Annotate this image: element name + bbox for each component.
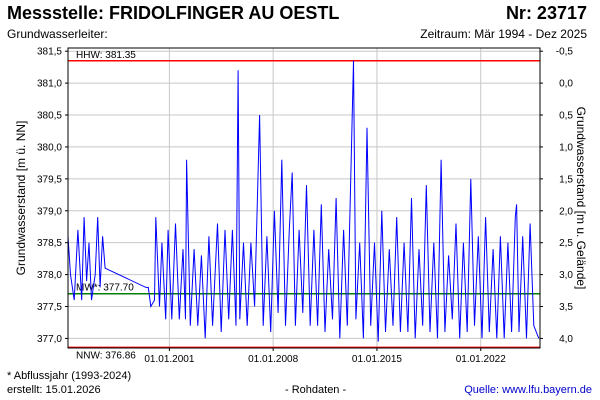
ref-label-nnw: NNW: 376.86: [76, 350, 136, 361]
source-link[interactable]: Quelle: www.lfu.bayern.de: [464, 384, 592, 396]
y-tick-label: 378,5: [37, 238, 62, 249]
grid-layer: [68, 48, 540, 348]
y-tick-label: 378,0: [37, 270, 62, 281]
y-tick-label: 381,0: [37, 79, 62, 90]
raw-data-note: - Rohdaten -: [285, 384, 347, 396]
ref-label-mw: MW*: 377.70: [76, 283, 134, 294]
x-tick-label: 01.01.2022: [456, 354, 506, 365]
y2-tick-label: 2,5: [559, 238, 573, 249]
y-tick-label: 379,0: [37, 206, 62, 217]
y2-tick-label: 1,0: [559, 142, 573, 153]
created-date: erstellt: 15.01.2026: [7, 384, 101, 396]
y2-tick-label: 0,0: [559, 79, 573, 90]
y-tick-label: 377,0: [37, 334, 62, 345]
series-layer: [67, 60, 540, 342]
y-tick-label: 379,5: [37, 174, 62, 185]
tick-layer: 381,5 -0,5 381,0 0,0 380,5 0,5 380,0 1,0 379,5 1,…: [37, 47, 573, 365]
y-tick-label: 380,5: [37, 111, 62, 122]
plot-frame: [67, 47, 541, 349]
y-tick-label: 380,0: [37, 142, 62, 153]
x-tick-label: 01.01.2015: [352, 354, 402, 365]
y-tick-label: 381,5: [37, 47, 62, 58]
y2-tick-label: 2,0: [559, 206, 573, 217]
station-title: Messstelle: FRIDOLFINGER AU OESTL: [7, 3, 340, 23]
series-line: [67, 60, 540, 342]
y-axis-label: Grundwasserstand [m ü. NN]: [14, 121, 28, 276]
y2-axis-label: Grundwasserstand [m u. Gelände]: [574, 107, 588, 290]
period-label: Zeitraum: Mär 1994 - Dez 2025: [420, 27, 587, 41]
y2-tick-label: 3,5: [559, 302, 573, 313]
x-tick-label: 01.01.2001: [144, 354, 194, 365]
x-tick-label: 01.01.2008: [248, 354, 298, 365]
reference-lines: HHW: 381.35 MW*: 377.70 NNW: 376.86: [68, 50, 540, 361]
y2-tick-label: -0,5: [556, 47, 574, 58]
y2-tick-label: 3,0: [559, 270, 573, 281]
y2-tick-label: 4,0: [559, 334, 573, 345]
aquifer-label: Grundwasserleiter:: [7, 27, 108, 41]
ref-label-hhw: HHW: 381.35: [76, 50, 136, 61]
station-number: Nr: 23717: [505, 3, 587, 23]
y-tick-label: 377,5: [37, 302, 62, 313]
y2-tick-label: 1,5: [559, 174, 573, 185]
footnote: * Abflussjahr (1993-2024): [7, 370, 132, 382]
y2-tick-label: 0,5: [559, 111, 573, 122]
